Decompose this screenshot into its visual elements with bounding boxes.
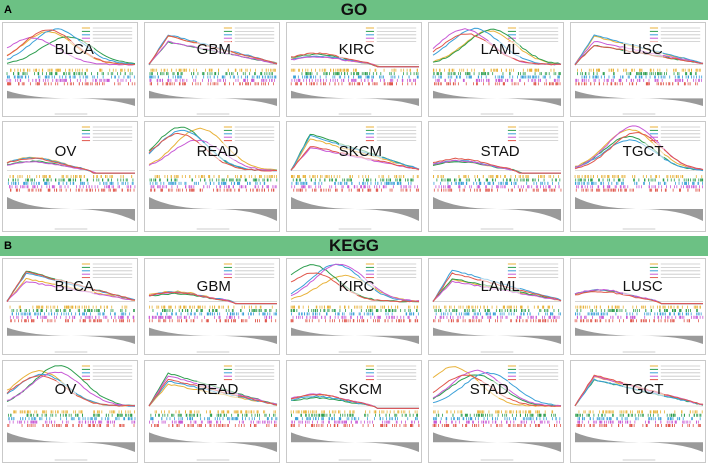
enrichment-plot (148, 27, 278, 115)
ranked-list-metric (575, 197, 703, 221)
ranked-list-metric (291, 197, 419, 221)
gsea-panel-go-ov: OV (2, 121, 138, 232)
enrichment-plot (574, 263, 704, 353)
enrichment-curve (6, 28, 136, 66)
ranked-list-metric (575, 90, 703, 106)
ranked-list-metric (291, 327, 419, 344)
enrichment-plot (574, 125, 704, 230)
enrichment-plot (148, 126, 278, 230)
gsea-panel-go-skcm: SKCM (286, 121, 422, 232)
enrichment-curve (6, 36, 136, 65)
enrichment-curve (6, 365, 135, 406)
cancer-type-label: KIRC (338, 41, 375, 59)
enrichment-plot (148, 365, 278, 461)
enrichment-curve (290, 263, 420, 302)
ranked-list-metric (7, 432, 135, 452)
gsea-panel-go-stad: STAD (428, 121, 564, 232)
cancer-type-label: OV (54, 380, 77, 398)
enrichment-plot (6, 365, 136, 461)
ranked-list-metric (433, 197, 561, 221)
cancer-type-label: BLCA (54, 277, 94, 295)
gsea-panel-kegg-ov: OV (2, 360, 138, 463)
enrichment-curve (574, 291, 703, 305)
enrichment-plot (6, 27, 136, 115)
ranked-list-metric (291, 90, 419, 106)
kegg-banner: KEGG (0, 236, 708, 256)
ranked-list-metric (575, 327, 703, 344)
ranked-list-metric (433, 327, 561, 344)
enrichment-curve (290, 52, 419, 68)
enrichment-plot (574, 27, 704, 115)
go-title: GO (340, 0, 368, 19)
gsea-panel-kegg-gbm: GBM (144, 258, 280, 355)
ranked-list-metric (7, 197, 135, 221)
gsea-panel-go-read: READ (144, 121, 280, 232)
cancer-type-label: STAD (480, 143, 520, 161)
enrichment-plot (148, 263, 277, 353)
enrichment-curve (290, 263, 420, 303)
enrichment-plot (432, 126, 562, 230)
ranked-list-metric (149, 197, 277, 221)
cancer-type-label: SKCM (338, 143, 383, 161)
section-a-label: A (4, 4, 12, 16)
gsea-panel-go-gbm: GBM (144, 22, 280, 117)
enrichment-curve (6, 29, 136, 66)
cancer-type-label: OV (54, 143, 77, 161)
enrichment-plot (290, 263, 420, 353)
cancer-type-label: READ (196, 143, 239, 161)
cancer-type-label: LUSC (622, 277, 663, 295)
enrichment-plot (6, 263, 136, 353)
enrichment-plot (432, 263, 562, 353)
enrichment-curve (290, 56, 419, 68)
go-banner: GO (0, 0, 708, 20)
enrichment-plot (6, 126, 136, 230)
ranked-list-metric (7, 327, 135, 344)
gsea-panel-go-kirc: KIRC (286, 22, 422, 117)
enrichment-curve (6, 157, 135, 174)
section-b-label: B (4, 240, 12, 252)
gsea-panel-go-laml: LAML (428, 22, 564, 117)
ranked-list-metric (7, 90, 135, 106)
cancer-type-label: LAML (480, 277, 520, 295)
gsea-panel-kegg-read: READ (144, 360, 280, 463)
gsea-panel-kegg-laml: LAML (428, 258, 564, 355)
cancer-type-label: LUSC (622, 41, 663, 59)
cancer-type-label: GBM (196, 41, 231, 59)
gsea-panel-kegg-blca: BLCA (2, 258, 138, 355)
enrichment-curve (574, 139, 704, 172)
enrichment-curve (6, 371, 136, 407)
enrichment-curve (432, 28, 562, 65)
enrichment-plot (290, 126, 420, 230)
enrichment-plot (432, 27, 562, 115)
enrichment-plot (290, 27, 419, 115)
gsea-panel-go-lusc: LUSC (570, 22, 706, 117)
gsea-panel-go-blca: BLCA (2, 22, 138, 117)
cancer-type-label: LAML (480, 41, 520, 59)
gsea-panel-go-tgct: TGCT (570, 121, 706, 232)
enrichment-curve (148, 291, 277, 305)
enrichment-curve (148, 127, 278, 171)
cancer-type-label: TGCT (622, 143, 664, 161)
enrichment-curve (574, 131, 704, 171)
ranked-list-metric (433, 90, 561, 106)
enrichment-curve (6, 161, 135, 174)
enrichment-curve (574, 128, 704, 171)
cancer-type-label: KIRC (338, 277, 375, 295)
cancer-type-label: GBM (196, 277, 231, 295)
cancer-type-label: BLCA (54, 41, 94, 59)
gsea-panel-kegg-kirc: KIRC (286, 258, 422, 355)
kegg-title: KEGG (328, 236, 380, 255)
ranked-list-metric (149, 90, 277, 106)
gsea-panel-kegg-lusc: LUSC (570, 258, 706, 355)
ranked-list-metric (149, 327, 277, 344)
enrichment-curve (432, 157, 561, 174)
